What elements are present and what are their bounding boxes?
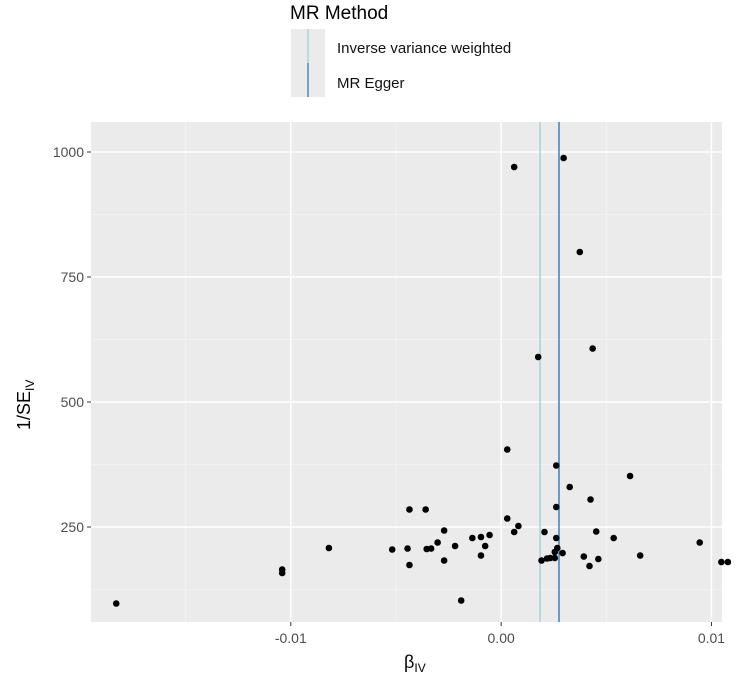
legend-label-mr-egger: MR Egger <box>337 75 405 92</box>
data-point <box>718 558 725 566</box>
data-point <box>278 569 286 577</box>
data-point <box>469 534 476 542</box>
data-point <box>595 555 602 563</box>
y-tick-label: 250 <box>61 519 85 535</box>
axis-ticks: -0.01 0.00 0.01 250 500 750 1000 <box>53 144 725 646</box>
data-point <box>477 533 485 541</box>
data-point <box>112 600 120 607</box>
data-point <box>636 552 644 559</box>
data-point <box>543 555 551 562</box>
y-axis-title-main: 1/SE <box>14 391 34 430</box>
data-point <box>388 546 396 553</box>
data-point <box>566 483 574 491</box>
y-axis-title-sub: IV <box>23 380 37 391</box>
data-point <box>626 472 634 480</box>
grid-lines <box>91 122 722 622</box>
data-point <box>587 496 594 503</box>
data-point <box>404 545 411 552</box>
data-point <box>560 154 567 162</box>
data-point <box>427 545 435 552</box>
data-point <box>586 562 593 570</box>
y-tick-label: 1000 <box>53 144 84 160</box>
data-point <box>580 553 588 560</box>
data-point <box>406 561 413 569</box>
data-point <box>503 515 511 522</box>
data-point <box>610 534 617 542</box>
legend: MR Method Inverse variance weighted MR E… <box>290 3 511 97</box>
legend-label-ivw: Inverse variance weighted <box>337 40 511 57</box>
data-point <box>451 542 459 550</box>
data-point <box>481 542 489 550</box>
x-tick-label: 0.01 <box>698 630 725 646</box>
data-point <box>724 558 732 566</box>
data-point <box>552 462 560 469</box>
x-tick-label: -0.01 <box>275 630 307 646</box>
data-point <box>551 548 559 556</box>
data-point <box>477 552 485 559</box>
x-axis-title-main: β <box>404 652 414 672</box>
data-point <box>589 345 596 352</box>
data-point <box>592 528 600 535</box>
x-tick-label: 0.00 <box>488 630 515 646</box>
data-point <box>534 353 542 361</box>
data-point <box>515 522 522 530</box>
data-point <box>576 248 584 256</box>
data-points <box>112 154 732 607</box>
y-axis-title: 1/SEIV <box>14 380 37 430</box>
legend-title: MR Method <box>290 3 388 24</box>
data-point <box>541 528 548 536</box>
data-point <box>434 539 441 546</box>
data-point <box>440 557 448 564</box>
data-point <box>457 597 465 604</box>
data-point <box>406 506 413 513</box>
y-tick-label: 750 <box>61 269 85 285</box>
data-point <box>538 557 545 564</box>
data-point <box>510 163 518 171</box>
data-point <box>510 528 518 536</box>
x-axis-title-sub: IV <box>414 661 425 675</box>
y-tick-label: 500 <box>61 394 85 410</box>
data-point <box>559 549 566 557</box>
data-point <box>325 544 333 552</box>
data-point <box>552 534 560 542</box>
data-point <box>552 503 560 511</box>
data-point <box>422 506 429 513</box>
data-point <box>440 527 448 534</box>
data-point <box>503 446 511 453</box>
x-axis-title: βIV <box>404 652 426 675</box>
data-point <box>486 531 493 539</box>
data-point <box>551 554 559 562</box>
data-point <box>696 539 704 546</box>
